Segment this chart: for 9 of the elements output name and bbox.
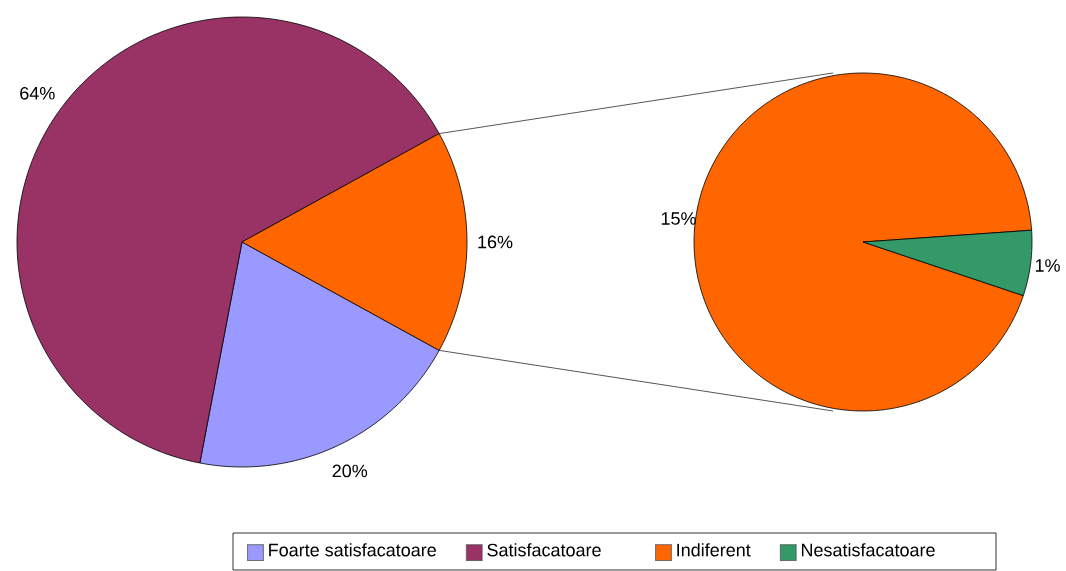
data-label: 1% xyxy=(1035,259,1060,272)
data-label: 16% xyxy=(478,235,513,249)
data-label: 15% xyxy=(661,212,696,225)
legend-label: Indiferent xyxy=(677,543,751,557)
legend-label: Foarte satisfacatoare xyxy=(269,543,436,557)
legend-label: Satisfacatoare xyxy=(487,543,601,557)
data-label: 64% xyxy=(20,86,55,100)
legend-label: Nesatisfacatoare xyxy=(801,543,935,557)
data-label: 20% xyxy=(332,464,368,478)
